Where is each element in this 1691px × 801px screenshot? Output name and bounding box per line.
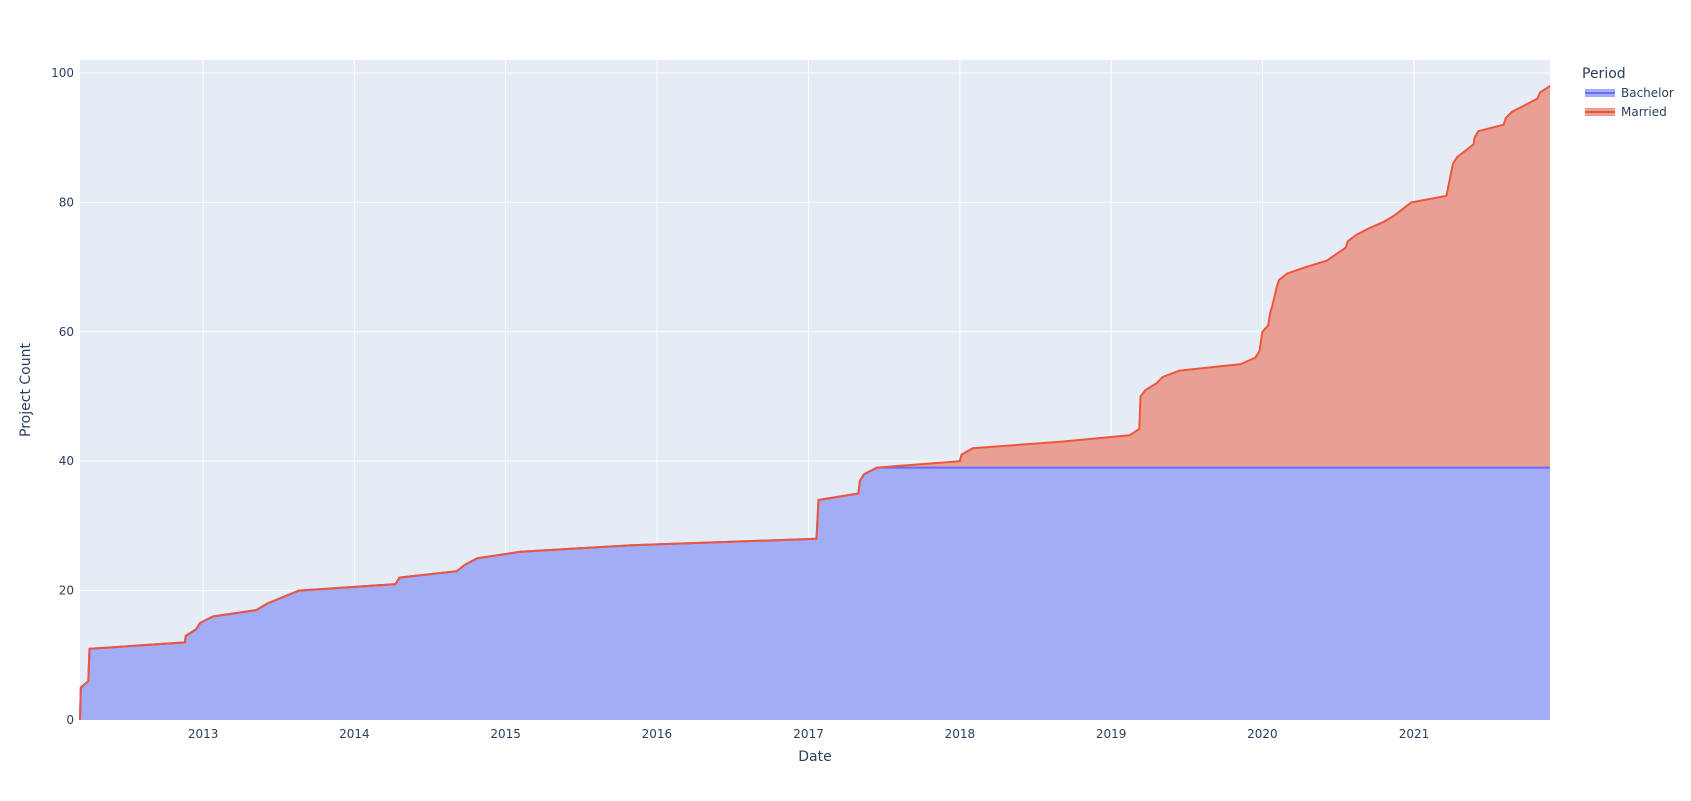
legend-label-bachelor: Bachelor (1621, 86, 1674, 100)
married-line (79, 85, 1551, 721)
x-tick-label: 2013 (188, 727, 219, 741)
y-tick-label: 100 (51, 66, 74, 80)
legend-title: Period (1582, 66, 1626, 82)
x-axis-title: Date (798, 749, 831, 765)
x-tick-label: 2017 (793, 727, 824, 741)
y-tick-label: 0 (66, 713, 74, 727)
area-series (79, 85, 1551, 721)
y-tick-label: 80 (59, 195, 74, 209)
x-tick-label: 2018 (945, 727, 976, 741)
x-tick-label: 2020 (1247, 727, 1278, 741)
x-tick-label: 2016 (642, 727, 673, 741)
x-tick-label: 2019 (1096, 727, 1127, 741)
married-area (877, 85, 1550, 468)
legend-label-married: Married (1621, 105, 1667, 119)
x-tick-label: 2014 (339, 727, 370, 741)
legend[interactable]: Period Bachelor Married (1582, 66, 1674, 119)
x-tick-label: 2021 (1399, 727, 1430, 741)
y-tick-label: 40 (59, 454, 74, 468)
y-axis-title: Project Count (18, 343, 34, 437)
x-axis-ticks: 2013 2014 2015 2016 2017 2018 2019 2020 2021 (188, 727, 1430, 741)
x-tick-label: 2015 (490, 727, 521, 741)
y-tick-label: 20 (59, 584, 74, 598)
legend-item-married[interactable]: Married (1585, 105, 1667, 119)
bachelor-area (80, 467, 1550, 720)
y-tick-label: 60 (59, 325, 74, 339)
y-axis-ticks: 0 20 40 60 80 100 (51, 66, 74, 727)
legend-item-bachelor[interactable]: Bachelor (1585, 86, 1674, 100)
